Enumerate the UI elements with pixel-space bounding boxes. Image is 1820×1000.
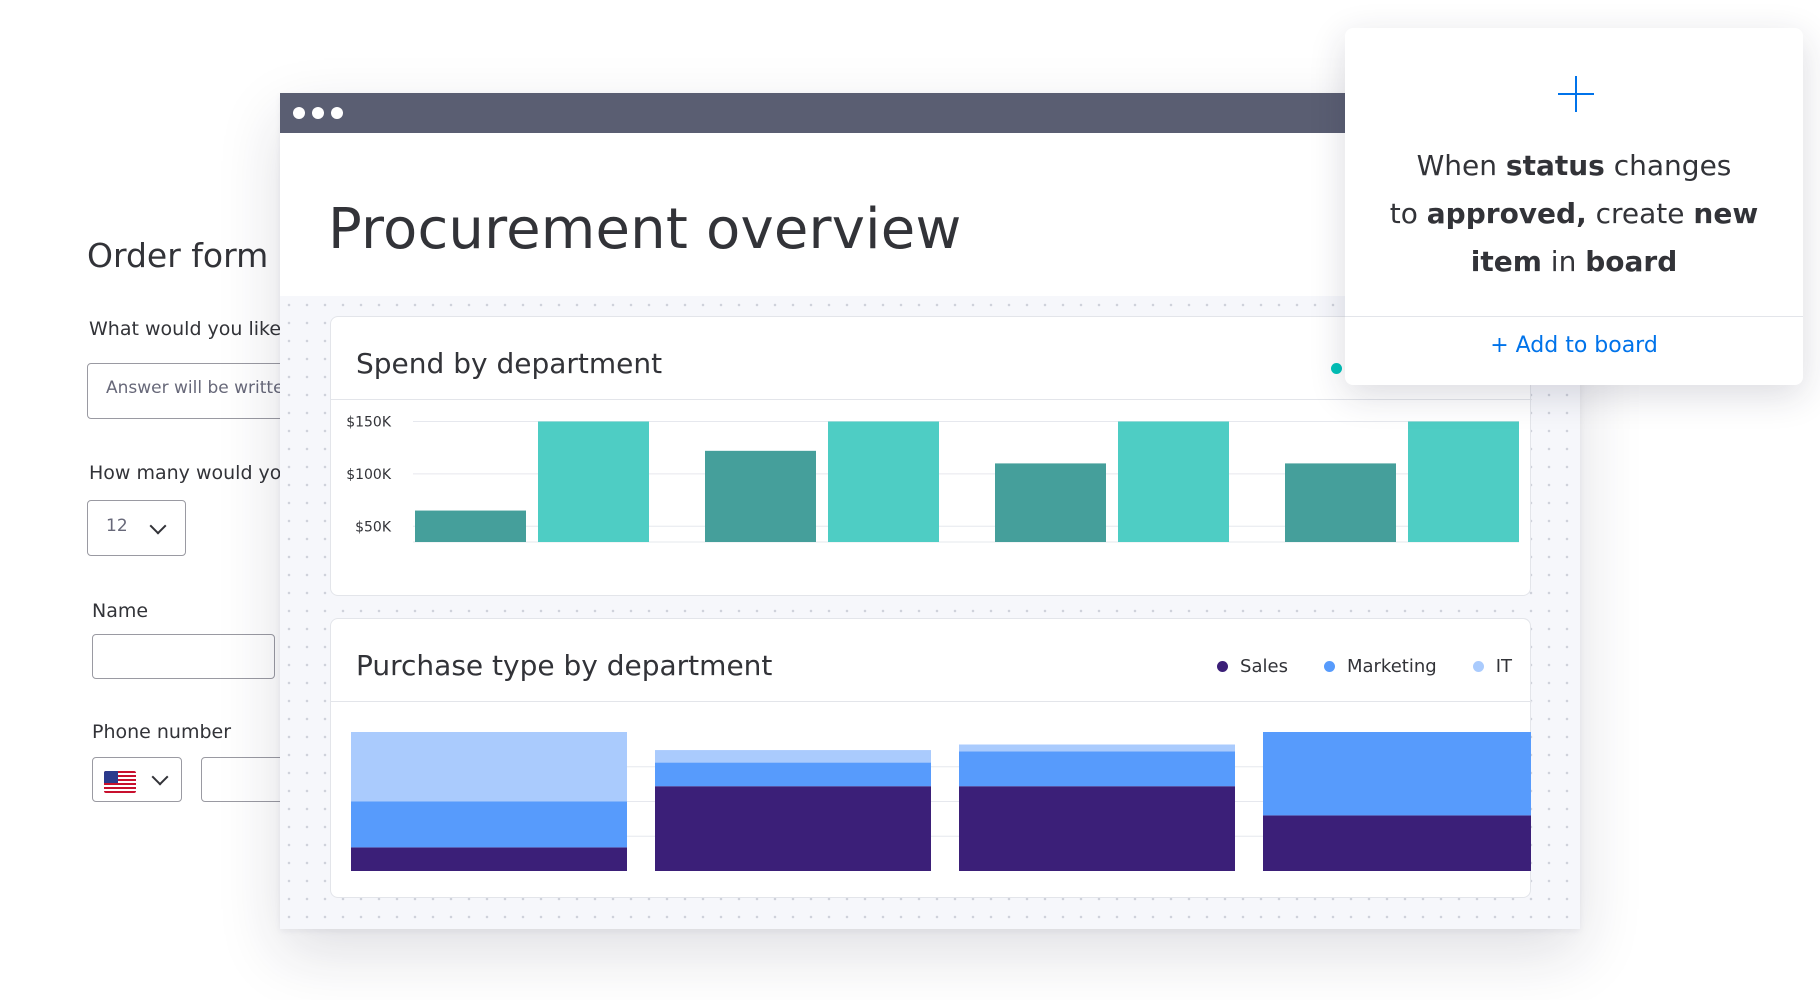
dashboard-canvas: Spend by department P $50K$100K$150K Pur… bbox=[280, 296, 1580, 929]
order-form: Order form What would you like Answer wi… bbox=[0, 0, 317, 1000]
bar bbox=[995, 463, 1106, 542]
rule-text-part: When bbox=[1416, 149, 1506, 182]
stacked-bar-segment bbox=[351, 801, 627, 848]
country-code-dropdown[interactable] bbox=[92, 757, 182, 802]
purchase-stacked-bar-chart bbox=[351, 732, 1531, 871]
add-to-board-button[interactable]: + Add to board bbox=[1490, 333, 1658, 358]
automation-recipe-card: When status changes to approved, create n… bbox=[1345, 28, 1803, 385]
popup-divider bbox=[1345, 316, 1803, 317]
page-title: Procurement overview bbox=[328, 197, 962, 262]
window-control-dot[interactable] bbox=[331, 107, 343, 119]
legend-label: Marketing bbox=[1346, 656, 1437, 677]
card-divider bbox=[331, 399, 1532, 400]
bar bbox=[705, 450, 816, 542]
legend-item-it: IT bbox=[1472, 656, 1512, 677]
legend-dot bbox=[1331, 363, 1342, 374]
stacked-bar-segment bbox=[1263, 732, 1531, 816]
stacked-bar-segment bbox=[959, 751, 1235, 787]
stacked-bar-segment bbox=[959, 744, 1235, 752]
purchase-chart-legend: Sales Marketing IT bbox=[1181, 656, 1512, 677]
legend-dot bbox=[1323, 661, 1335, 672]
rule-line: to approved, create new bbox=[1345, 190, 1803, 238]
spend-chart-card: Spend by department P $50K$100K$150K bbox=[330, 316, 1532, 596]
rule-keyword: approved, bbox=[1426, 197, 1587, 230]
bar bbox=[538, 421, 649, 542]
purchase-chart-title: Purchase type by department bbox=[356, 649, 773, 682]
spend-bar-chart: $50K $100K $150K bbox=[346, 414, 1519, 543]
stacked-bar-segment bbox=[1263, 815, 1531, 871]
spend-chart-title: Spend by department bbox=[356, 347, 663, 380]
stacked-bar-segment bbox=[351, 847, 627, 871]
answer-placeholder: Answer will be written bbox=[106, 378, 295, 398]
bar bbox=[1285, 463, 1396, 542]
rule-keyword: new bbox=[1693, 197, 1759, 230]
bar bbox=[828, 421, 939, 542]
quantity-dropdown[interactable]: 12 bbox=[87, 500, 186, 556]
window-control-dot[interactable] bbox=[293, 107, 305, 119]
chevron-down-icon bbox=[149, 517, 167, 535]
rule-line: When status changes bbox=[1345, 142, 1803, 190]
stacked-bar-segment bbox=[655, 786, 931, 871]
answer-input[interactable]: Answer will be written bbox=[87, 363, 317, 419]
legend-item-sales: Sales bbox=[1217, 656, 1288, 677]
rule-text-part: create bbox=[1586, 197, 1694, 230]
legend-label: IT bbox=[1495, 656, 1512, 677]
y-tick-label: $50K bbox=[355, 519, 392, 535]
stacked-bar-segment bbox=[959, 786, 1235, 871]
quantity-value: 12 bbox=[106, 516, 128, 536]
legend-label: Sales bbox=[1240, 656, 1288, 677]
card-divider bbox=[331, 701, 1532, 702]
y-tick-label: $100K bbox=[346, 467, 392, 483]
stacked-bar-segment bbox=[351, 732, 627, 802]
phone-label: Phone number bbox=[92, 721, 232, 743]
legend-item-marketing: Marketing bbox=[1323, 656, 1437, 677]
rule-keyword: board bbox=[1585, 245, 1678, 278]
window-control-dot[interactable] bbox=[312, 107, 324, 119]
stacked-bar-segment bbox=[655, 750, 931, 763]
stacked-bar-segment bbox=[655, 762, 931, 787]
quantity-question-label: How many would yo bbox=[89, 462, 282, 484]
rule-keyword: status bbox=[1505, 149, 1605, 182]
chevron-down-icon bbox=[151, 768, 169, 786]
rule-line: item in board bbox=[1345, 238, 1803, 286]
legend-dot bbox=[1217, 661, 1229, 672]
automation-rule-text: When status changes to approved, create n… bbox=[1345, 142, 1803, 286]
plus-icon[interactable] bbox=[1558, 76, 1594, 112]
name-label: Name bbox=[92, 600, 149, 622]
question-label: What would you like bbox=[89, 318, 282, 340]
rule-text-part: changes bbox=[1604, 149, 1732, 182]
legend-dot bbox=[1472, 661, 1484, 672]
order-form-title: Order form bbox=[87, 236, 269, 275]
name-input[interactable] bbox=[92, 634, 275, 679]
us-flag-icon bbox=[104, 771, 136, 793]
rule-keyword: item bbox=[1470, 245, 1542, 278]
bar bbox=[415, 510, 526, 542]
rule-text-part: in bbox=[1541, 245, 1586, 278]
bar bbox=[1408, 421, 1519, 542]
bar bbox=[1118, 421, 1229, 542]
rule-text-part: to bbox=[1389, 197, 1427, 230]
purchase-chart-card: Purchase type by department Sales Market… bbox=[330, 618, 1532, 898]
y-tick-label: $150K bbox=[346, 414, 392, 430]
